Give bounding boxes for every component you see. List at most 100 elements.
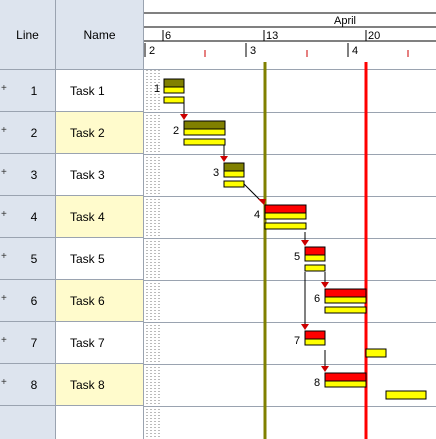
task-name-cell[interactable]: Task 2 — [56, 112, 144, 154]
arrowhead-2 — [180, 114, 188, 120]
task-bar-4-bottom — [264, 222, 307, 230]
row-header[interactable]: +3 — [0, 154, 56, 196]
grid-empty-left — [0, 406, 56, 439]
task-bar-8[interactable]: 8 — [314, 372, 427, 400]
gantt-chart[interactable]: April 6 13 20 2 3 4 — [144, 0, 436, 439]
column-header-name-label: Name — [83, 27, 116, 42]
task-bar-4-top — [264, 204, 307, 214]
task-bar-3-bottom — [223, 180, 245, 188]
task-bar-1-label: 1 — [154, 83, 160, 95]
task-row[interactable]: +1 Task 1 — [0, 70, 144, 112]
line-number: 6 — [30, 294, 38, 308]
expand-icon[interactable]: + — [1, 209, 7, 220]
line-number: 8 — [30, 378, 38, 392]
task-row[interactable]: +3 Task 3 — [0, 154, 144, 196]
row-header[interactable]: +1 — [0, 70, 56, 112]
row-header[interactable]: +4 — [0, 196, 56, 238]
line-number: 3 — [30, 168, 38, 182]
task-bar-6[interactable]: 6 — [314, 288, 367, 314]
task-bar-5-mid — [304, 254, 326, 262]
task-row[interactable]: +7 Task 7 — [0, 322, 144, 364]
row-header[interactable]: +7 — [0, 322, 56, 364]
task-name-cell[interactable]: Task 4 — [56, 196, 144, 238]
task-bar-1[interactable]: 1 — [154, 78, 185, 104]
grid-empty-area — [0, 406, 144, 439]
expand-icon[interactable]: + — [1, 335, 7, 346]
task-bar-2-top — [183, 120, 226, 130]
column-header-line[interactable]: Line — [0, 0, 56, 70]
column-header-line-label: Line — [16, 27, 39, 42]
week-label-2: 3 — [250, 45, 256, 57]
day-label-2: 13 — [266, 30, 278, 42]
expand-icon[interactable]: + — [1, 167, 7, 178]
line-number: 7 — [30, 336, 38, 350]
task-bar-1-mid — [163, 86, 185, 94]
line-number: 2 — [30, 126, 38, 140]
line-number: 1 — [30, 84, 38, 98]
task-row[interactable]: +8 Task 8 — [0, 364, 144, 406]
task-bar-2-mid — [183, 128, 226, 136]
task-bar-4[interactable]: 4 — [254, 204, 307, 230]
task-bar-7-baseline — [365, 348, 387, 358]
task-bar-6-bottom — [324, 306, 367, 314]
row-header[interactable]: +8 — [0, 364, 56, 406]
task-bar-3-mid — [223, 170, 245, 178]
line-number: 4 — [30, 210, 38, 224]
expand-icon[interactable]: + — [1, 251, 7, 262]
task-row[interactable]: +6 Task 6 — [0, 280, 144, 322]
arrowhead-4 — [258, 199, 266, 205]
expand-icon[interactable]: + — [1, 377, 7, 388]
task-bar-3-top — [223, 162, 245, 172]
task-bar-7-top — [304, 330, 326, 340]
task-name-cell[interactable]: Task 8 — [56, 364, 144, 406]
task-bar-6-top — [324, 288, 367, 298]
arrowhead-3 — [220, 156, 228, 162]
dependency-arrowheads — [180, 114, 329, 372]
task-bar-8-mid — [324, 380, 367, 388]
task-bar-4-mid — [264, 212, 307, 220]
task-bar-5[interactable]: 5 — [294, 246, 326, 272]
expand-icon[interactable]: + — [1, 293, 7, 304]
row-header[interactable]: +6 — [0, 280, 56, 322]
expand-icon[interactable]: + — [1, 83, 7, 94]
day-label-1: 6 — [165, 30, 171, 42]
task-row[interactable]: +2 Task 2 — [0, 112, 144, 154]
task-bar-3[interactable]: 3 — [213, 162, 245, 188]
task-bar-3-label: 3 — [213, 167, 219, 179]
row-header[interactable]: +5 — [0, 238, 56, 280]
task-grid: Line Name +1 Task 1 +2 Task 2 +3 Task 3 +4 Task… — [0, 0, 144, 439]
task-name-cell[interactable]: Task 5 — [56, 238, 144, 280]
task-name-cell[interactable]: Task 6 — [56, 280, 144, 322]
task-bar-5-label: 5 — [294, 251, 300, 263]
month-label: April — [334, 15, 356, 27]
task-row[interactable]: +5 Task 5 — [0, 238, 144, 280]
task-bar-8-label: 8 — [314, 377, 320, 389]
task-name-cell[interactable]: Task 3 — [56, 154, 144, 196]
arrowhead-6 — [321, 282, 329, 288]
task-bar-6-mid — [324, 296, 367, 304]
column-header-name[interactable]: Name — [56, 0, 144, 70]
timescale-bg — [144, 0, 436, 70]
week-label-1: 2 — [149, 45, 155, 57]
timescale: April 6 13 20 2 3 4 — [144, 0, 436, 70]
line-number: 5 — [30, 252, 38, 266]
task-bar-8-top — [324, 372, 367, 382]
row-header[interactable]: +2 — [0, 112, 56, 154]
week-label-3: 4 — [352, 45, 358, 57]
task-bar-6-label: 6 — [314, 293, 320, 305]
task-bar-4-label: 4 — [254, 209, 260, 221]
task-bar-2[interactable]: 2 — [173, 120, 226, 146]
task-bar-1-top — [163, 78, 185, 88]
expand-icon[interactable]: + — [1, 125, 7, 136]
task-bar-2-bottom — [183, 138, 226, 146]
task-bar-2-label: 2 — [173, 125, 179, 137]
task-row[interactable]: +4 Task 4 — [0, 196, 144, 238]
task-bar-7[interactable]: 7 — [294, 330, 387, 358]
task-name-cell[interactable]: Task 1 — [56, 70, 144, 112]
nonworking-shading — [146, 70, 160, 439]
task-bar-8-baseline — [385, 390, 427, 400]
task-name-cell[interactable]: Task 7 — [56, 322, 144, 364]
day-label-3: 20 — [368, 30, 380, 42]
grid-empty-right — [56, 406, 144, 439]
